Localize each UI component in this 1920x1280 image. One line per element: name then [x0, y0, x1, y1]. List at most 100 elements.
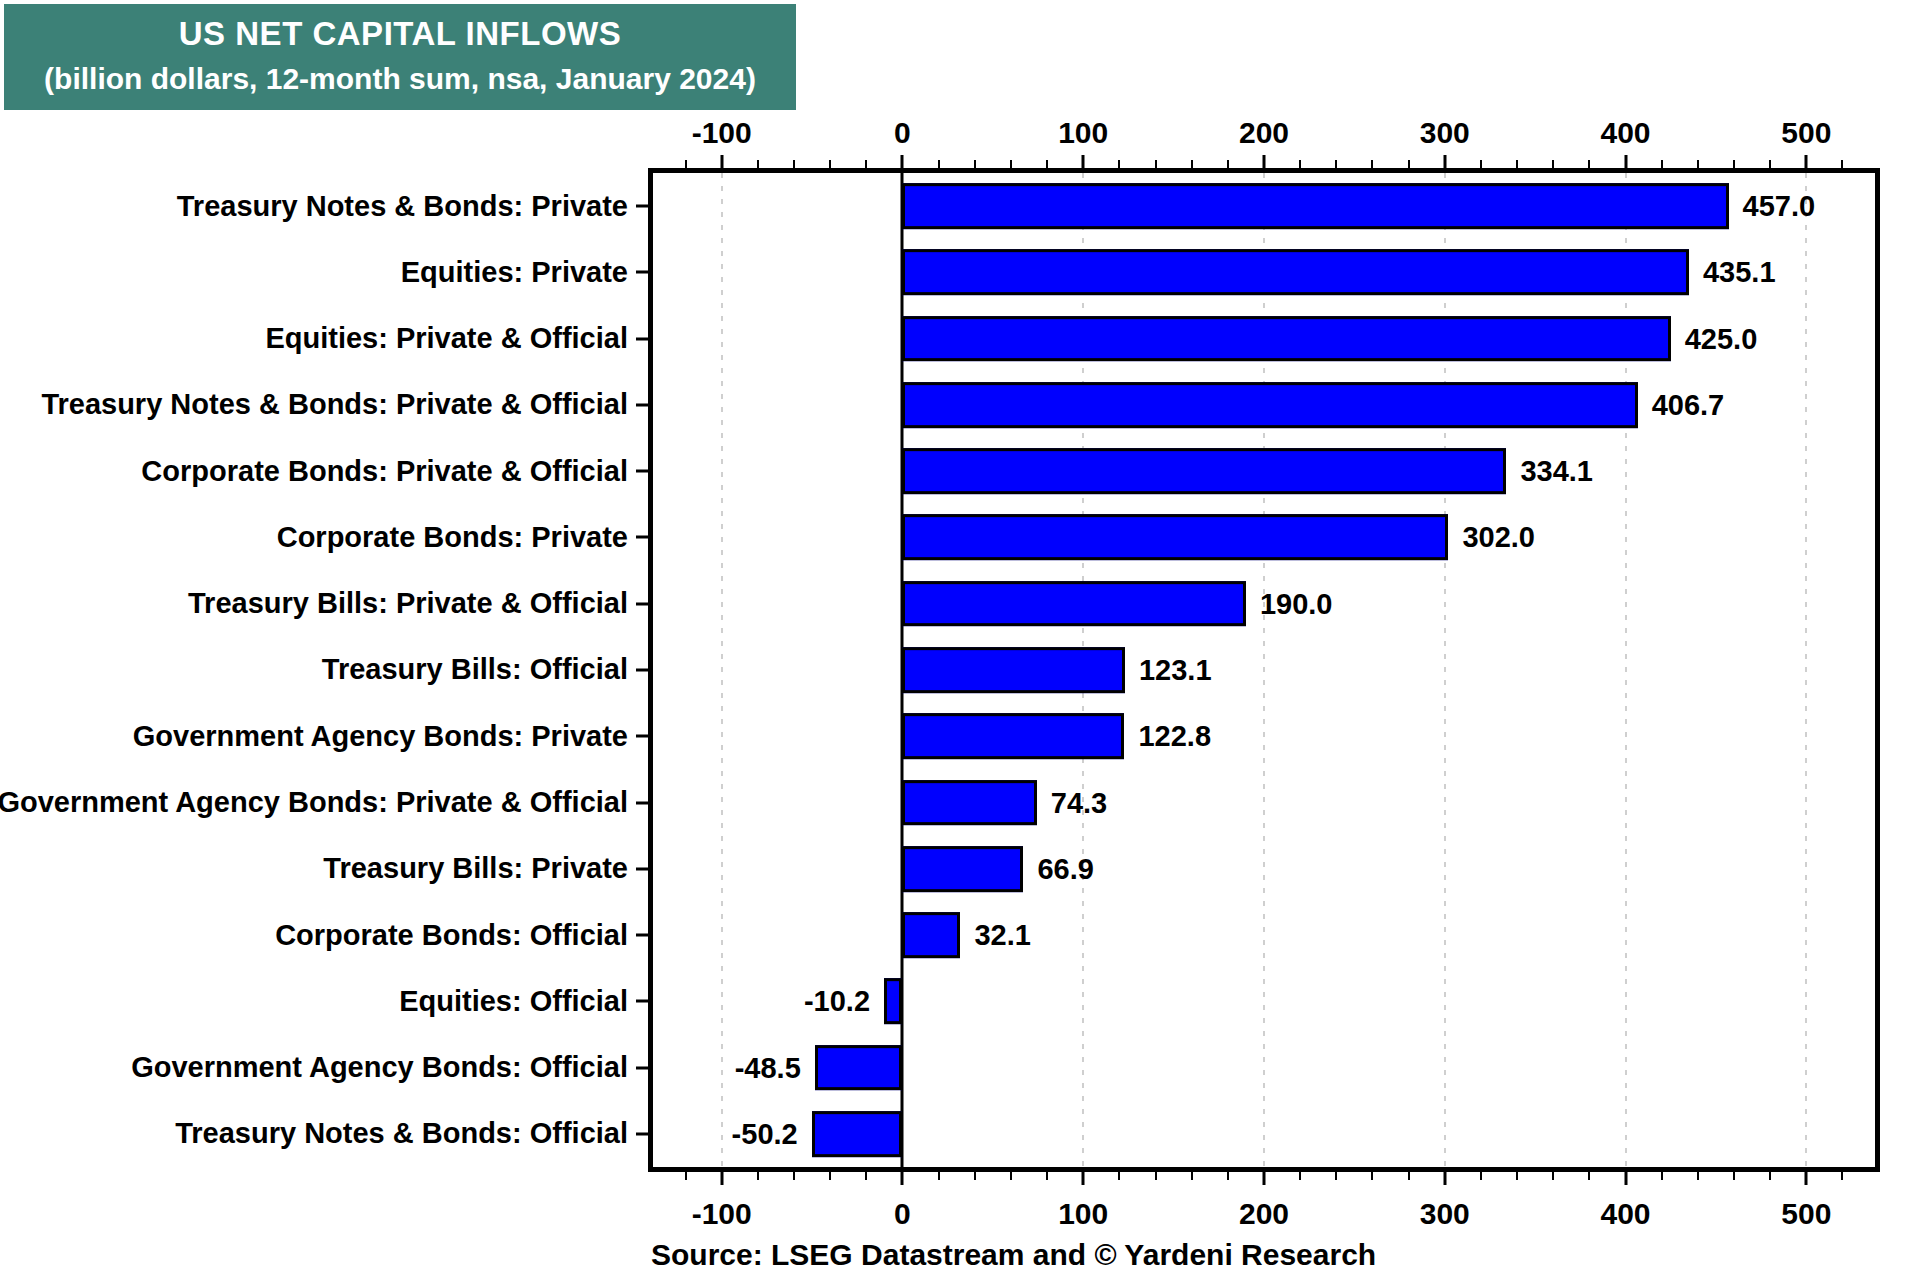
bar-row: 66.9: [653, 836, 1875, 902]
bar: [902, 250, 1689, 296]
x-tick-minor: [1480, 160, 1482, 168]
x-tick-minor: [1841, 1172, 1843, 1180]
bar-value-label: 190.0: [1260, 587, 1333, 620]
x-tick-minor: [1299, 1172, 1301, 1180]
x-tick-major: [720, 1172, 723, 1185]
x-tick-major: [1082, 155, 1085, 168]
category-label: Corporate Bonds: Official: [0, 902, 636, 968]
bar-row: 74.3: [653, 769, 1875, 835]
bar-value-label: 123.1: [1139, 653, 1212, 686]
x-tick-major: [1624, 155, 1627, 168]
bar: [902, 581, 1245, 627]
x-tick-minor: [1118, 1172, 1120, 1180]
x-tick-major: [1805, 155, 1808, 168]
x-tick-minor: [1552, 1172, 1554, 1180]
bar: [902, 183, 1728, 229]
x-tick-major: [1443, 155, 1446, 168]
bar: [902, 912, 960, 958]
x-axis-label: 400: [1601, 116, 1651, 150]
category-label: Treasury Bills: Official: [0, 637, 636, 703]
x-tick-minor: [1552, 160, 1554, 168]
x-axis-label: 300: [1420, 116, 1470, 150]
x-tick-minor: [1191, 160, 1193, 168]
bar-row: 302.0: [653, 504, 1875, 570]
x-tick-minor: [1408, 160, 1410, 168]
x-axis-label: 500: [1781, 1197, 1831, 1231]
bar-row: 190.0: [653, 571, 1875, 637]
x-tick-minor: [865, 1172, 867, 1180]
bar: [902, 846, 1023, 892]
x-tick-minor: [829, 160, 831, 168]
x-axis-label: 500: [1781, 116, 1831, 150]
x-axis-label: -100: [692, 116, 752, 150]
x-axis-label: 200: [1239, 1197, 1289, 1231]
plot-area: 457.0435.1425.0406.7334.1302.0190.0123.1…: [648, 168, 1880, 1172]
x-tick-minor: [1516, 160, 1518, 168]
bar: [815, 1045, 903, 1091]
y-tick: [636, 337, 648, 340]
chart-title-box: US NET CAPITAL INFLOWS (billion dollars,…: [4, 4, 796, 110]
category-label: Treasury Bills: Private: [0, 836, 636, 902]
bar: [812, 1111, 903, 1157]
y-tick: [636, 801, 648, 804]
y-tick: [636, 470, 648, 473]
chart-page: US NET CAPITAL INFLOWS (billion dollars,…: [0, 0, 1920, 1280]
category-label: Corporate Bonds: Private: [0, 504, 636, 570]
x-axis-label: -100: [692, 1197, 752, 1231]
bar: [902, 713, 1124, 759]
x-tick-minor: [1588, 1172, 1590, 1180]
x-axis-label: 0: [894, 1197, 911, 1231]
bar-value-label: 425.0: [1685, 322, 1758, 355]
y-axis-category-labels: Treasury Notes & Bonds: Private Equities:…: [0, 173, 636, 1167]
chart-subtitle: (billion dollars, 12-month sum, nsa, Jan…: [4, 56, 796, 102]
bar-row: 32.1: [653, 902, 1875, 968]
x-tick-minor: [793, 1172, 795, 1180]
bar: [884, 978, 902, 1024]
x-tick-minor: [1516, 1172, 1518, 1180]
y-tick: [636, 867, 648, 870]
bar-value-label: 122.8: [1138, 720, 1211, 753]
y-tick: [636, 735, 648, 738]
category-label: Equities: Private & Official: [0, 306, 636, 372]
y-tick: [636, 403, 648, 406]
x-tick-minor: [793, 160, 795, 168]
x-tick-minor: [865, 160, 867, 168]
bar: [902, 448, 1506, 494]
x-tick-minor: [1371, 160, 1373, 168]
x-axis-label: 0: [894, 116, 911, 150]
bar-row: 123.1: [653, 637, 1875, 703]
x-tick-major: [1263, 1172, 1266, 1185]
x-tick-minor: [1155, 1172, 1157, 1180]
x-tick-major: [720, 155, 723, 168]
x-tick-minor: [938, 1172, 940, 1180]
x-tick-minor: [757, 160, 759, 168]
x-tick-major: [901, 1172, 904, 1185]
y-tick: [636, 271, 648, 274]
category-label: Corporate Bonds: Private & Official: [0, 438, 636, 504]
x-axis-label: 300: [1420, 1197, 1470, 1231]
x-tick-minor: [1371, 1172, 1373, 1180]
x-tick-minor: [1227, 160, 1229, 168]
category-label: Treasury Notes & Bonds: Private & Offici…: [0, 372, 636, 438]
bar-rows: 457.0435.1425.0406.7334.1302.0190.0123.1…: [653, 173, 1875, 1167]
bar-row: -48.5: [653, 1034, 1875, 1100]
x-tick-minor: [938, 160, 940, 168]
x-tick-minor: [685, 160, 687, 168]
bar: [902, 780, 1036, 826]
x-tick-major: [1443, 1172, 1446, 1185]
x-tick-minor: [974, 160, 976, 168]
y-tick: [636, 205, 648, 208]
x-tick-major: [1624, 1172, 1627, 1185]
bar-row: 435.1: [653, 239, 1875, 305]
x-tick-minor: [757, 1172, 759, 1180]
bar-value-label: -50.2: [732, 1117, 798, 1150]
bar-value-label: 302.0: [1462, 521, 1535, 554]
category-label: Treasury Notes & Bonds: Private: [0, 173, 636, 239]
bar-value-label: 74.3: [1051, 786, 1107, 819]
x-tick-minor: [1733, 1172, 1735, 1180]
x-tick-major: [1082, 1172, 1085, 1185]
x-tick-minor: [1661, 160, 1663, 168]
y-tick: [636, 1000, 648, 1003]
bar-value-label: 334.1: [1520, 455, 1593, 488]
bar-row: 334.1: [653, 438, 1875, 504]
